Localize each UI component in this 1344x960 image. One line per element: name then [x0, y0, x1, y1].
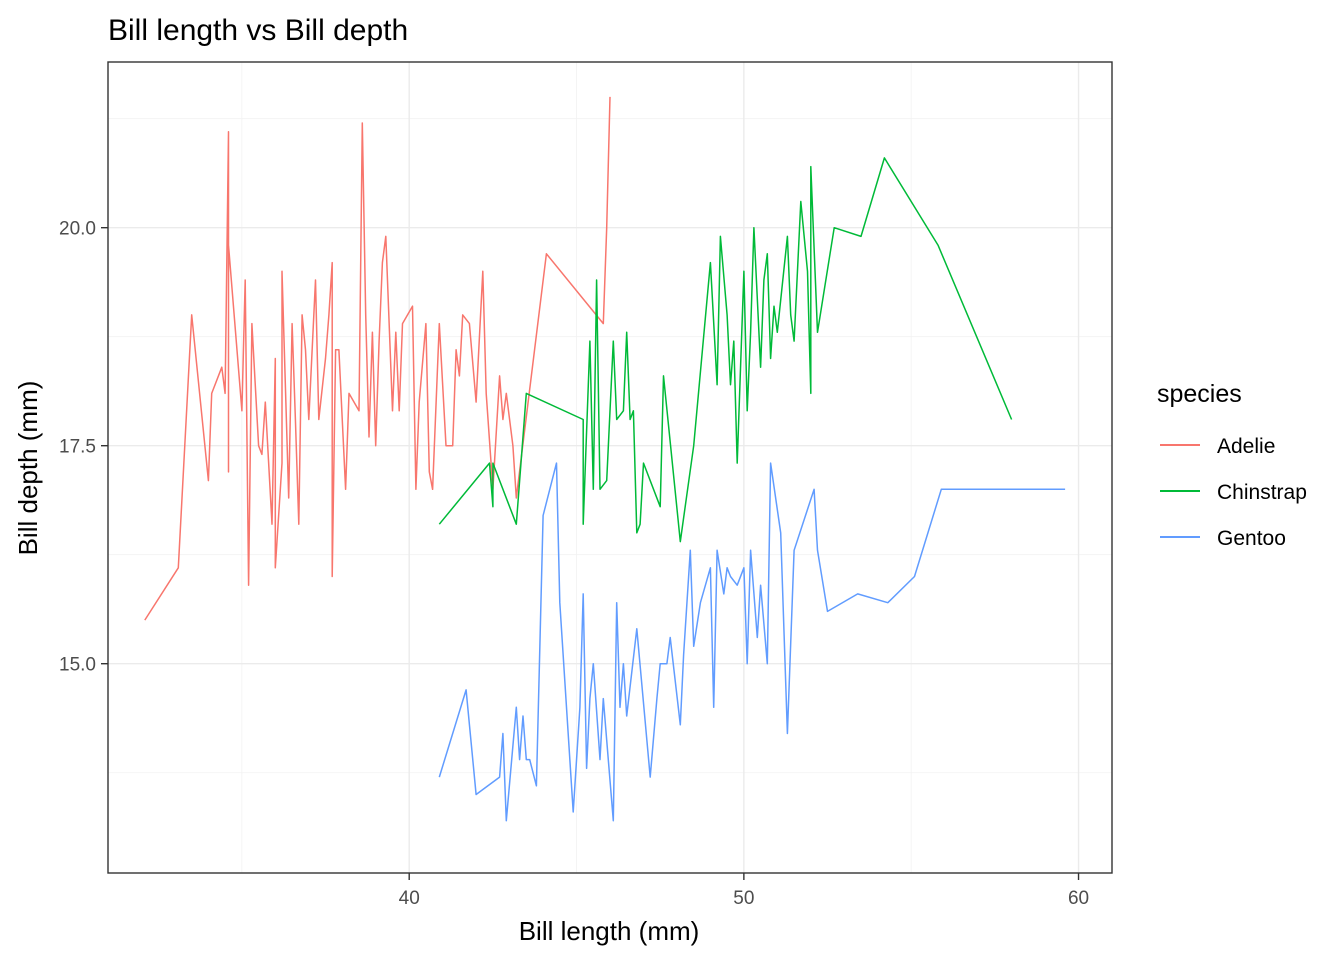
- x-axis: 40 50 60: [399, 873, 1089, 909]
- legend-items: Adelie Chinstrap Gentoo: [1160, 435, 1307, 550]
- series-line-chinstrap: [438, 157, 1013, 543]
- x-axis-title: Bill length (mm): [519, 916, 700, 946]
- y-tick-label-1: 17.5: [59, 437, 96, 458]
- legend: species Adelie Chinstrap Gentoo: [1157, 380, 1307, 550]
- y-tick-label-2: 20.0: [59, 219, 96, 240]
- legend-label-chinstrap: Chinstrap: [1217, 481, 1307, 504]
- legend-label-adelie: Adelie: [1217, 435, 1275, 458]
- x-tick-label-1: 50: [733, 888, 754, 909]
- x-tick-label-2: 60: [1068, 888, 1089, 909]
- y-tick-label-0: 15.0: [59, 655, 96, 676]
- y-axis-title: Bill depth (mm): [13, 381, 43, 556]
- series-line-adelie: [144, 96, 611, 621]
- y-axis: 15.0 17.5 20.0: [59, 219, 108, 676]
- chart-title: Bill length vs Bill depth: [108, 14, 408, 47]
- x-tick-label-0: 40: [399, 888, 420, 909]
- plot-panel-border: [107, 61, 1113, 874]
- legend-label-gentoo: Gentoo: [1217, 527, 1286, 550]
- series-layer: [144, 96, 1066, 822]
- series-line-gentoo: [438, 462, 1066, 822]
- legend-title: species: [1157, 380, 1242, 408]
